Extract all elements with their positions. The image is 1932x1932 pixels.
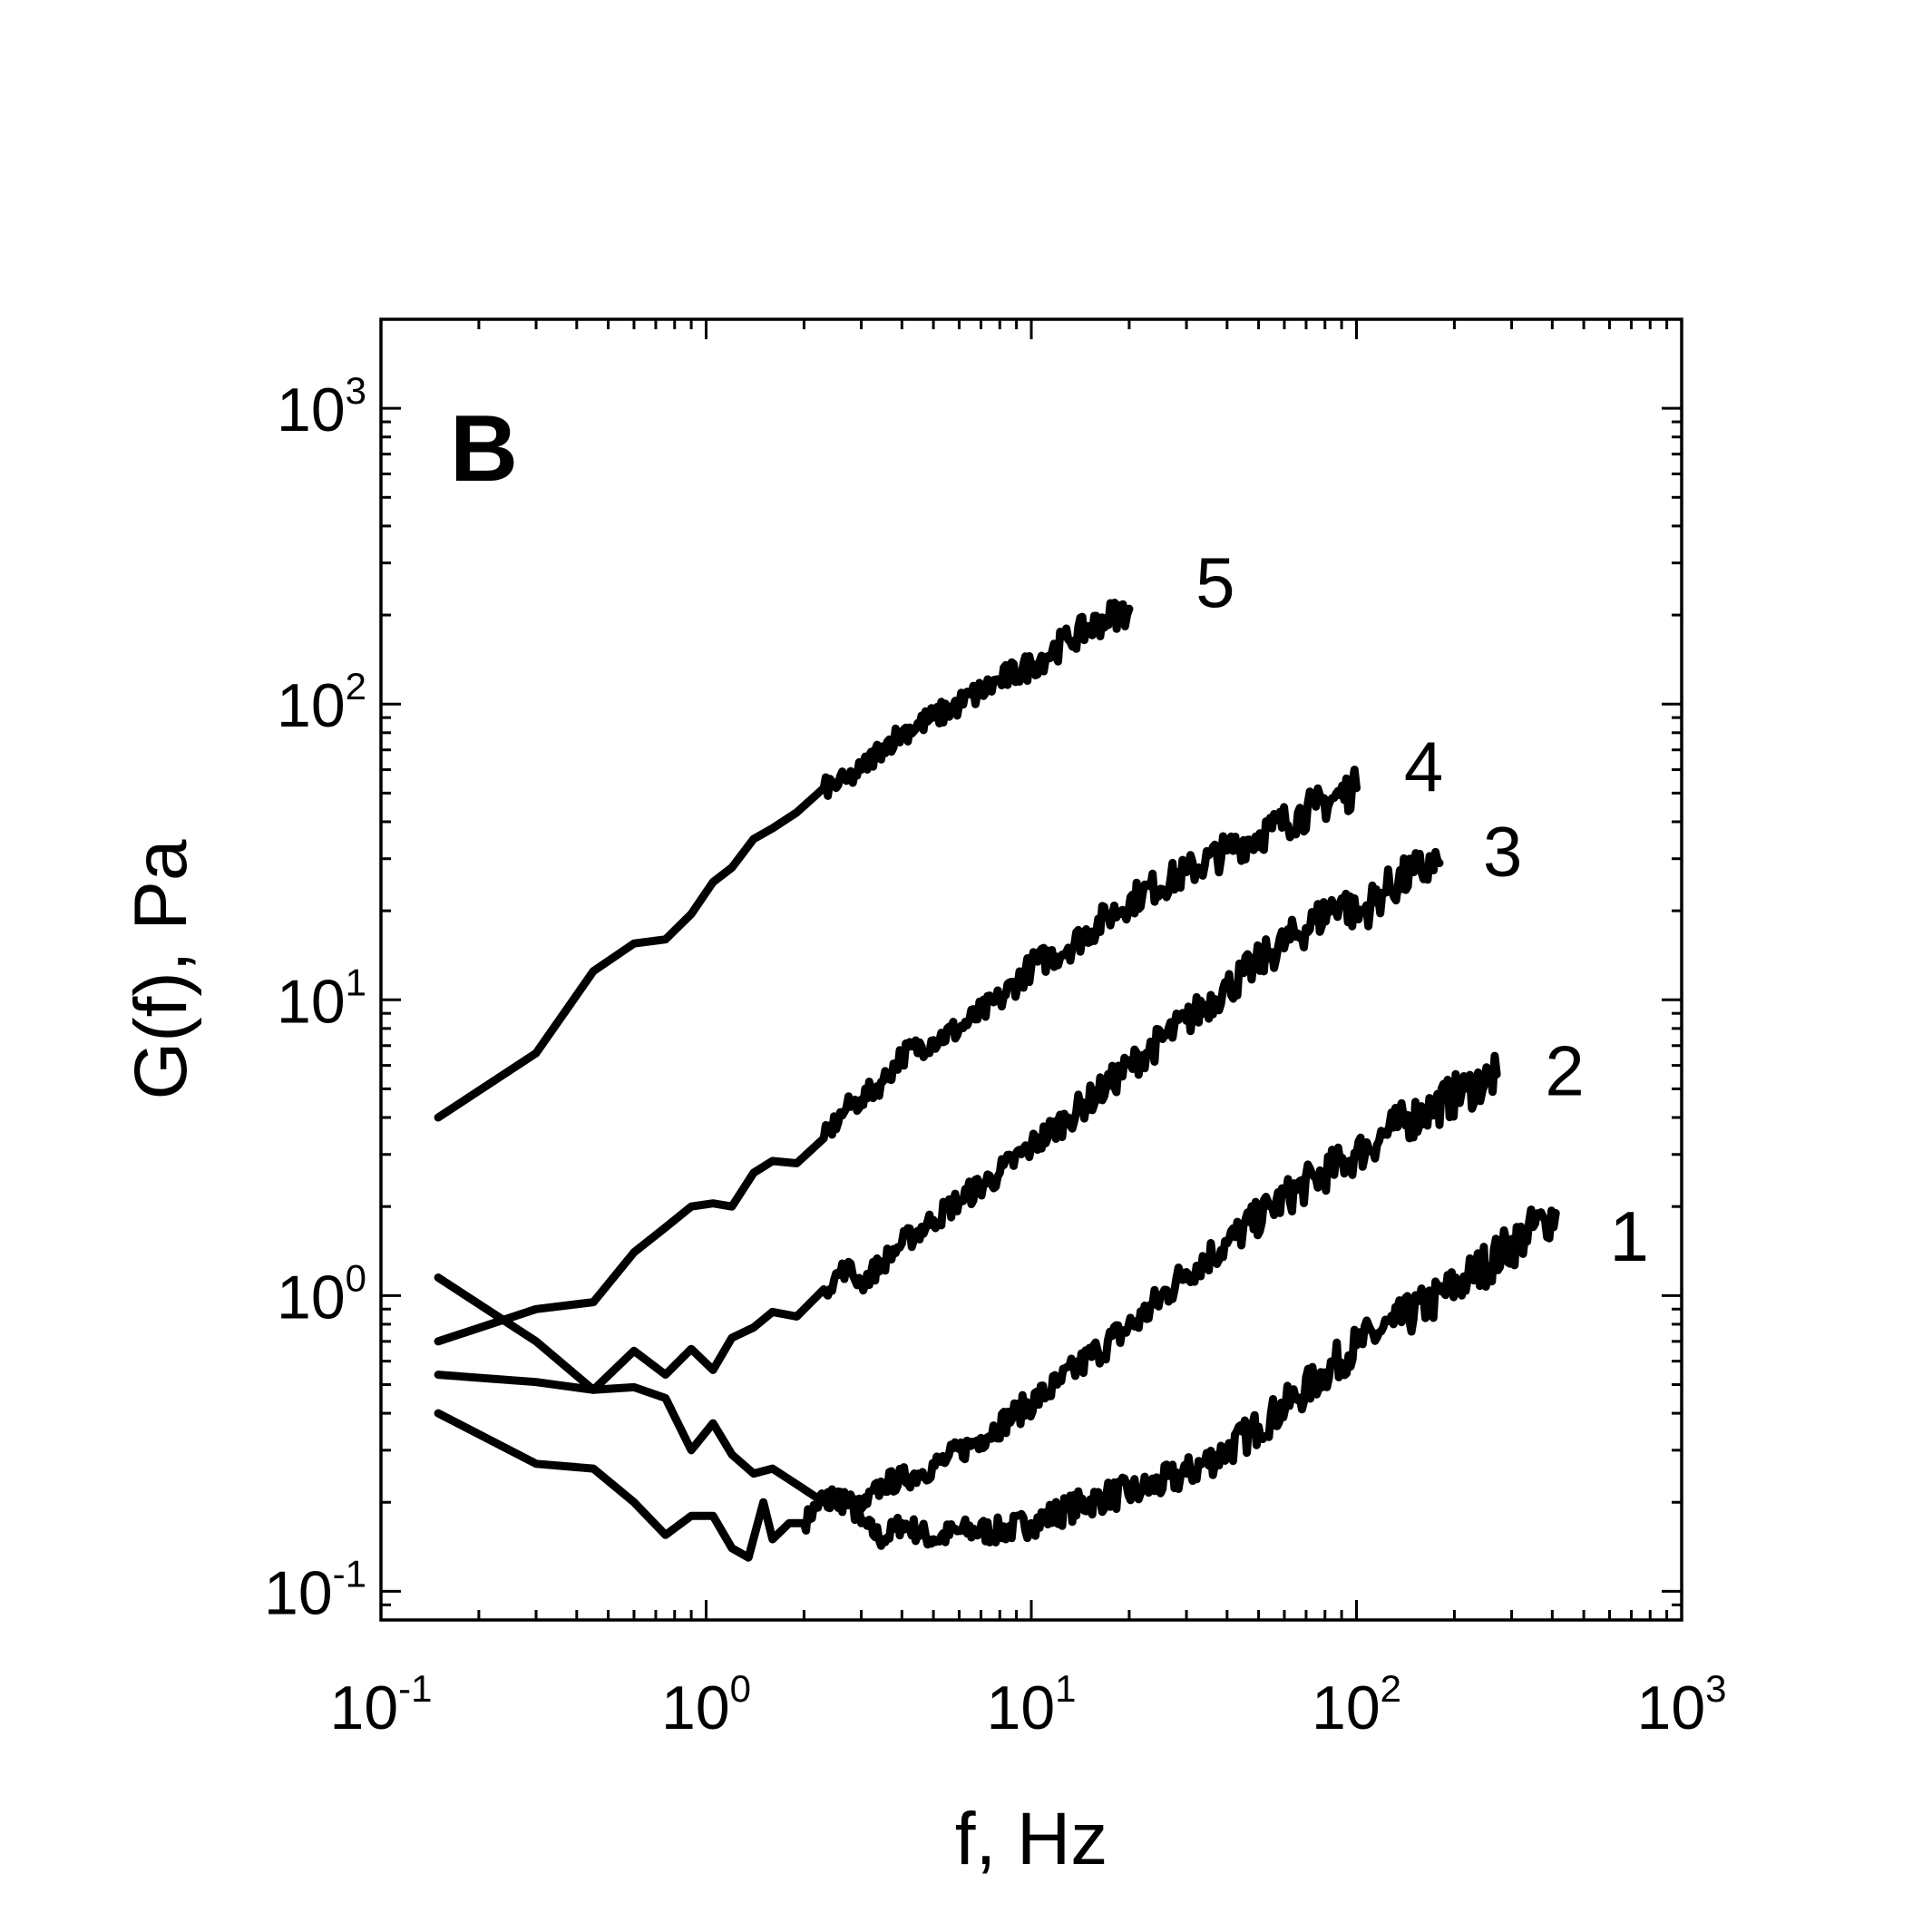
x-tick-label: 100 [661, 1667, 751, 1742]
series-lines [434, 599, 1560, 1562]
x-tick-label: 101 [987, 1667, 1077, 1742]
series-5-label: 5 [1195, 542, 1234, 622]
x-tick-label: 10-1 [330, 1667, 433, 1742]
y-tick-labels: 10-1 100 101 102 103 [264, 369, 366, 1627]
axis-ticks [379, 317, 1682, 1622]
series-1-label: 1 [1609, 1196, 1648, 1276]
series-4-line [434, 847, 1444, 1394]
series-3-label: 3 [1483, 812, 1522, 892]
panel-label: B [450, 396, 518, 502]
x-tick-label: 102 [1312, 1667, 1401, 1742]
series-3-line [434, 766, 1361, 1346]
y-axis-title: G(f), Pa [120, 839, 202, 1099]
series-1-line [434, 1205, 1560, 1562]
series-2-line [434, 1051, 1501, 1520]
series-4-label: 4 [1404, 727, 1443, 806]
y-tick-label: 102 [277, 665, 366, 740]
x-tick-label: 103 [1637, 1667, 1727, 1742]
x-axis-title: f, Hz [955, 1798, 1108, 1880]
x-tick-labels: 10-1 100 101 102 103 [330, 1667, 1727, 1742]
y-tick-label: 103 [277, 369, 366, 444]
series-5-line [434, 599, 1134, 1122]
plot-frame [379, 317, 1683, 1622]
y-tick-label: 100 [277, 1256, 366, 1332]
y-tick-label: 10-1 [264, 1552, 366, 1627]
series-2-label: 2 [1545, 1030, 1584, 1110]
y-tick-label: 101 [277, 961, 366, 1036]
series-labels: 1 2 34 5 [1195, 542, 1649, 1276]
